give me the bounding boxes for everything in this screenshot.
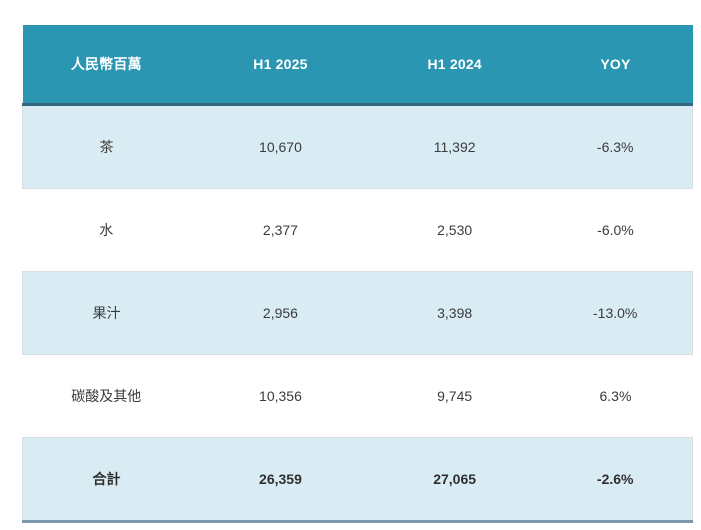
value-h1-2025: 26,359 <box>190 437 371 523</box>
header-yoy: YOY <box>538 25 693 106</box>
header-h1-2024: H1 2024 <box>370 25 539 106</box>
row-label: 茶 <box>22 104 190 189</box>
value-h1-2024: 11,392 <box>370 104 539 189</box>
value-yoy: -6.0% <box>538 188 693 272</box>
table-row-water: 水 2,377 2,530 -6.0% <box>22 188 693 272</box>
value-h1-2025: 10,356 <box>190 354 371 438</box>
header-h1-2025: H1 2025 <box>190 25 371 106</box>
value-h1-2025: 2,377 <box>190 188 371 272</box>
value-yoy: -6.3% <box>538 104 694 189</box>
table-row-total: 合計 26,359 27,065 -2.6% <box>22 437 694 523</box>
value-h1-2025: 2,956 <box>190 271 371 355</box>
value-h1-2024: 3,398 <box>370 271 539 355</box>
row-label: 水 <box>22 188 190 272</box>
value-h1-2024: 2,530 <box>370 188 539 272</box>
table-row-carbonated-others: 碳酸及其他 10,356 9,745 6.3% <box>22 354 693 438</box>
table-header-row: 人民幣百萬 H1 2025 H1 2024 YOY <box>22 25 693 106</box>
value-h1-2024: 9,745 <box>370 354 539 438</box>
row-label: 合計 <box>22 437 190 523</box>
row-label: 碳酸及其他 <box>22 354 190 438</box>
value-yoy: -13.0% <box>538 271 694 355</box>
table-row-juice: 果汁 2,956 3,398 -13.0% <box>22 271 694 355</box>
value-yoy: -2.6% <box>538 437 694 523</box>
header-currency-unit: 人民幣百萬 <box>22 25 190 106</box>
table-row-tea: 茶 10,670 11,392 -6.3% <box>22 104 694 189</box>
value-h1-2024: 27,065 <box>370 437 539 523</box>
row-label: 果汁 <box>22 271 190 355</box>
value-yoy: 6.3% <box>538 354 693 438</box>
revenue-by-category-table: 人民幣百萬 H1 2025 H1 2024 YOY 茶 10,670 11,39… <box>22 25 694 523</box>
value-h1-2025: 10,670 <box>190 104 371 189</box>
